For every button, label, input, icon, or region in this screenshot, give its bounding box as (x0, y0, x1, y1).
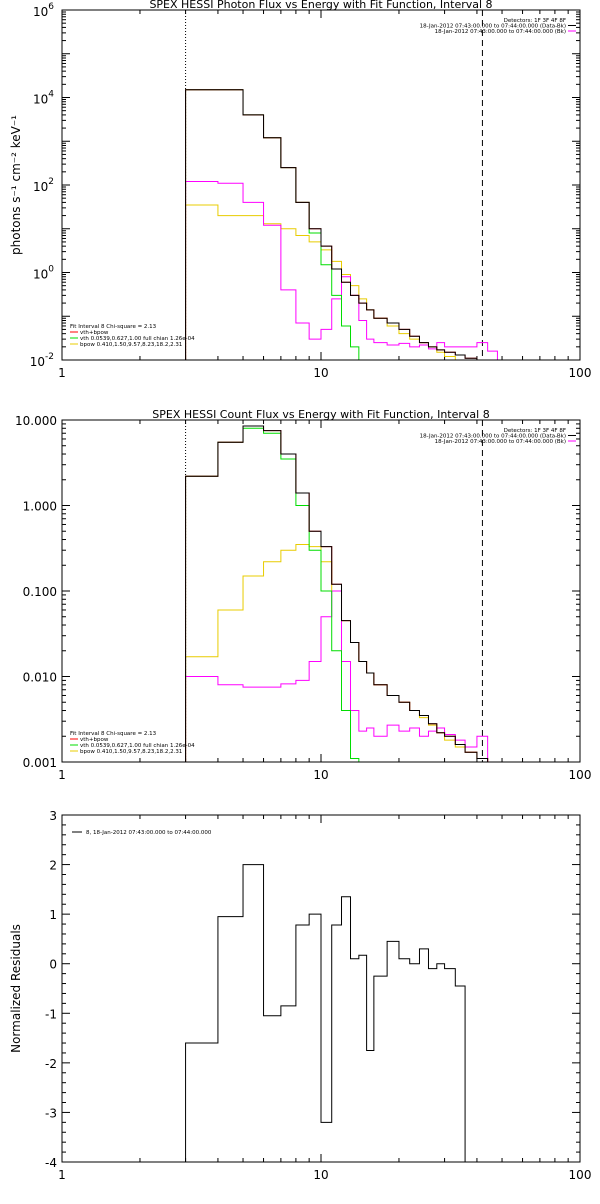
series-sum-line (185, 89, 489, 360)
y-tick-exponent: 2 (48, 177, 54, 187)
y-axis-label: photons s⁻¹ cm⁻² keV⁻¹ (9, 115, 23, 255)
plot-frame (61, 9, 581, 361)
y-tick-label: 0.001 (23, 756, 57, 770)
series-total-line (185, 864, 466, 1162)
y-tick-base: 10 (33, 93, 48, 107)
x-tick-label: 100 (569, 768, 592, 782)
y-tick-exponent: 4 (48, 90, 54, 100)
y-tick-exponent: 6 (48, 2, 54, 12)
legend-top-right-text: 18-Jan-2012 07:43:00.000 to 07:44:00.000… (435, 29, 566, 35)
y-tick-label: 10-2 (30, 352, 54, 369)
series-vth-line (185, 89, 360, 360)
y-tick-label: 2 (49, 859, 57, 873)
legend-bottom-left-text: vth+bpow (80, 737, 109, 743)
y-tick-label: -2 (45, 1057, 57, 1071)
y-tick-label: -1 (45, 1007, 57, 1021)
series-data-line (185, 181, 498, 360)
y-tick-label: 0.010 (23, 671, 57, 685)
legend-bottom-left-text: bpow 0.410,1.50,9.57,8.23,18.2,2.31 (80, 749, 182, 755)
chart-panel-2: SPEX HESSI Count Flux vs Energy with Fit… (15, 408, 591, 782)
y-tick-label: 3 (49, 809, 57, 823)
chart-panel-3: 1 10 100 -4 -3 -2 -1 0 1 2 3 Normalized Residuals 8,… (9, 809, 591, 1182)
x-tick-label: 100 (569, 1168, 592, 1182)
y-tick-exponent: 0 (48, 265, 54, 275)
plot-frame (61, 419, 581, 763)
y-axis-label: Normalized Residuals (9, 924, 23, 1053)
legend-top-right-text: 18-Jan-2012 07:43:00.000 to 07:44:00.000… (420, 434, 566, 440)
y-tick-base: 10 (30, 355, 45, 369)
y-tick-label: -4 (45, 1156, 57, 1170)
plot-frame (61, 814, 581, 1163)
y-tick-label: 0 (49, 958, 57, 972)
x-tick-label: 100 (569, 366, 592, 380)
chart-panel-1: SPEX HESSI Photon Flux vs Energy with Fi… (9, 0, 591, 380)
x-tick-label: 10 (313, 1168, 328, 1182)
legend-top-right-text: 18-Jan-2012 07:43:00.000 to 07:44:00.000… (420, 24, 566, 30)
legend-bottom-left-text: vth 0.0539,0.627,1.00 full chian 1.26e-0… (80, 743, 195, 749)
x-tick-label: 10 (313, 366, 328, 380)
y-tick-base: 10 (33, 180, 48, 194)
legend-top-right-text: Detectors: 1F 3F 4F 8F (504, 428, 566, 434)
x-tick-label: 1 (58, 768, 66, 782)
series-total-line (185, 425, 489, 762)
legend-bottom-left-text: Fit Interval 8 Chi-square = 2.13 (70, 324, 157, 330)
series-sum-line (185, 425, 489, 762)
y-tick-label: -3 (45, 1106, 57, 1120)
series-bpow-line (185, 204, 466, 360)
y-tick-label: 106 (33, 2, 54, 19)
legend-bottom-left-text: bpow 0.410,1.50,9.57,8.23,18.2,2.31 (80, 342, 182, 348)
y-tick-base: 10 (33, 5, 48, 19)
legend-top-left-text: 8, 18-Jan-2012 07:43:00.000 to 07:44:00.… (86, 830, 212, 836)
series-total-line (185, 89, 489, 360)
x-tick-label: 10 (313, 768, 328, 782)
chart-title: SPEX HESSI Count Flux vs Energy with Fit… (152, 408, 489, 421)
y-tick-label: 10.000 (15, 414, 57, 428)
y-tick-label: 104 (33, 90, 54, 107)
chart-title: SPEX HESSI Photon Flux vs Energy with Fi… (149, 0, 492, 11)
y-tick-base: 10 (33, 268, 48, 282)
legend-bottom-left-text: vth 0.0539,0.627,1.00 full chian 1.26e-0… (80, 336, 195, 342)
legend-bottom-left-text: Fit Interval 8 Chi-square = 2.13 (70, 731, 157, 737)
legend-top-right-text: Detectors: 1F 3F 4F 8F (504, 18, 566, 24)
series-vth-line (185, 427, 360, 762)
series-data-line (185, 590, 489, 762)
y-tick-exponent: -2 (45, 352, 54, 362)
y-tick-label: 102 (33, 177, 54, 194)
y-tick-label: 0.100 (23, 585, 57, 599)
legend-top-right-text: 18-Jan-2012 07:43:00.000 to 07:44:00.000… (435, 439, 566, 445)
x-tick-label: 1 (58, 366, 66, 380)
legend-bottom-left-text: vth+bpow (80, 330, 109, 336)
y-tick-label: 100 (33, 265, 54, 282)
y-tick-label: 1.000 (23, 500, 57, 514)
y-tick-label: 1 (49, 908, 57, 922)
x-tick-label: 1 (58, 1168, 66, 1182)
